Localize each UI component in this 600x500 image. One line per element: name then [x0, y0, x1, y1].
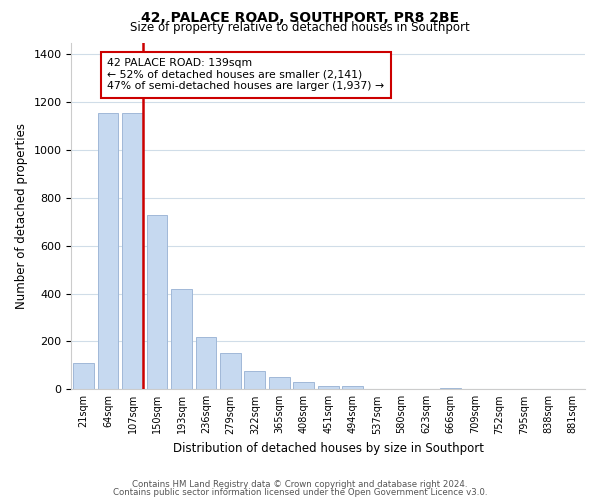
- Bar: [220, 354, 241, 390]
- Y-axis label: Number of detached properties: Number of detached properties: [15, 123, 28, 309]
- Bar: [293, 382, 314, 390]
- Bar: [146, 214, 167, 390]
- Text: Contains public sector information licensed under the Open Government Licence v3: Contains public sector information licen…: [113, 488, 487, 497]
- Text: 42, PALACE ROAD, SOUTHPORT, PR8 2BE: 42, PALACE ROAD, SOUTHPORT, PR8 2BE: [141, 12, 459, 26]
- Bar: [440, 388, 461, 390]
- Text: Size of property relative to detached houses in Southport: Size of property relative to detached ho…: [130, 22, 470, 35]
- Text: 42 PALACE ROAD: 139sqm
← 52% of detached houses are smaller (2,141)
47% of semi-: 42 PALACE ROAD: 139sqm ← 52% of detached…: [107, 58, 385, 92]
- Bar: [196, 336, 217, 390]
- Bar: [171, 289, 192, 390]
- Bar: [244, 372, 265, 390]
- Bar: [342, 386, 363, 390]
- Text: Contains HM Land Registry data © Crown copyright and database right 2024.: Contains HM Land Registry data © Crown c…: [132, 480, 468, 489]
- Bar: [73, 363, 94, 390]
- Bar: [122, 113, 143, 390]
- Bar: [98, 113, 118, 390]
- Bar: [318, 386, 338, 390]
- Bar: [269, 378, 290, 390]
- X-axis label: Distribution of detached houses by size in Southport: Distribution of detached houses by size …: [173, 442, 484, 455]
